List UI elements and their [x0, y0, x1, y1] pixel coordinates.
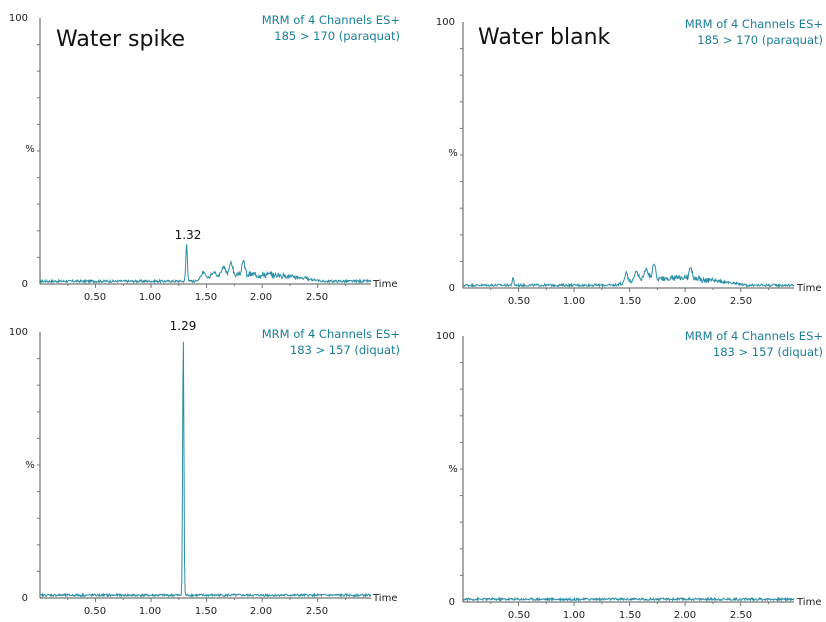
x-axis-label: Time [372, 593, 397, 604]
x-tick-label: 1.00 [563, 296, 585, 307]
mrm-header-line-2: 183 > 157 (diquat) [713, 345, 823, 359]
x-tick-label: 2.00 [674, 610, 696, 621]
x-tick-label: 1.00 [139, 606, 161, 617]
chromatogram-trace [462, 263, 795, 289]
mrm-header-line-2: 185 > 170 (paraquat) [274, 29, 400, 43]
mrm-header-line-1: MRM of 4 Channels ES+ [685, 17, 823, 31]
x-tick-label: 1.50 [195, 292, 217, 303]
x-ticks [490, 288, 769, 292]
mrm-header-line-2: 183 > 157 (diquat) [290, 343, 400, 357]
y-axis-label: % [25, 144, 35, 155]
y-minor-ticks [37, 358, 40, 572]
x-tick-label: 1.50 [619, 296, 641, 307]
y-minor-ticks [460, 48, 463, 262]
y-axis-label: % [448, 148, 458, 159]
x-tick-label: 2.00 [250, 606, 272, 617]
x-axis-label: Time [796, 283, 821, 294]
panel-title: Water blank [478, 25, 611, 50]
x-tick-label: 1.00 [563, 610, 585, 621]
y-minor-ticks [37, 44, 40, 258]
x-tick-label: 1.50 [619, 610, 641, 621]
x-tick-label: 0.50 [84, 606, 106, 617]
x-tick-label: 1.00 [139, 292, 161, 303]
chromatogram-trace [39, 341, 372, 599]
y-tick-label-0: 0 [449, 283, 455, 294]
x-tick-label: 1.50 [195, 606, 217, 617]
peak-label: 1.29 [170, 319, 197, 333]
y-axis-label: % [25, 460, 35, 471]
x-tick-label: 2.50 [306, 292, 328, 303]
mrm-header-line-1: MRM of 4 Channels ES+ [262, 327, 400, 341]
x-tick-label: 2.50 [730, 610, 752, 621]
x-tick-label: 0.50 [508, 296, 530, 307]
panel-title: Water spike [56, 27, 185, 52]
chromatogram-trace [462, 596, 795, 603]
y-tick-label-100: 100 [9, 13, 28, 24]
y-tick-label-0: 0 [22, 279, 28, 290]
panel-diquat-spike: 100 0 % 0.50 1.00 1.50 2.00 2.50 Time MR… [9, 319, 400, 617]
x-ticks [67, 598, 346, 602]
chromatogram-trace [39, 244, 372, 285]
y-tick-label-100: 100 [436, 331, 455, 342]
mrm-header-line-2: 185 > 170 (paraquat) [697, 33, 823, 47]
panel-paraquat-spike: 100 0 % 0.50 1.00 1.50 2.00 2.50 Time Wa… [9, 13, 400, 303]
x-axis-label: Time [796, 597, 821, 608]
x-tick-label: 2.50 [730, 296, 752, 307]
x-tick-label: 0.50 [84, 292, 106, 303]
x-axis-label: Time [372, 279, 397, 290]
x-tick-label: 0.50 [508, 610, 530, 621]
y-axis-label: % [448, 464, 458, 475]
y-tick-label-100: 100 [436, 17, 455, 28]
x-tick-label: 2.00 [250, 292, 272, 303]
mrm-header-line-1: MRM of 4 Channels ES+ [685, 329, 823, 343]
panel-paraquat-blank: 100 0 % 0.50 1.00 1.50 2.00 2.50 Time Wa… [436, 17, 823, 307]
y-tick-label-0: 0 [22, 593, 28, 604]
x-tick-label: 2.50 [306, 606, 328, 617]
y-tick-label-0: 0 [449, 597, 455, 608]
peak-label: 1.32 [175, 228, 202, 242]
y-tick-label-100: 100 [9, 327, 28, 338]
y-minor-ticks [460, 362, 463, 576]
x-tick-label: 2.00 [674, 296, 696, 307]
mrm-header-line-1: MRM of 4 Channels ES+ [262, 13, 400, 27]
x-ticks [490, 602, 769, 606]
x-ticks [67, 284, 346, 288]
panel-diquat-blank: 100 0 % 0.50 1.00 1.50 2.00 2.50 Time MR… [436, 329, 823, 621]
